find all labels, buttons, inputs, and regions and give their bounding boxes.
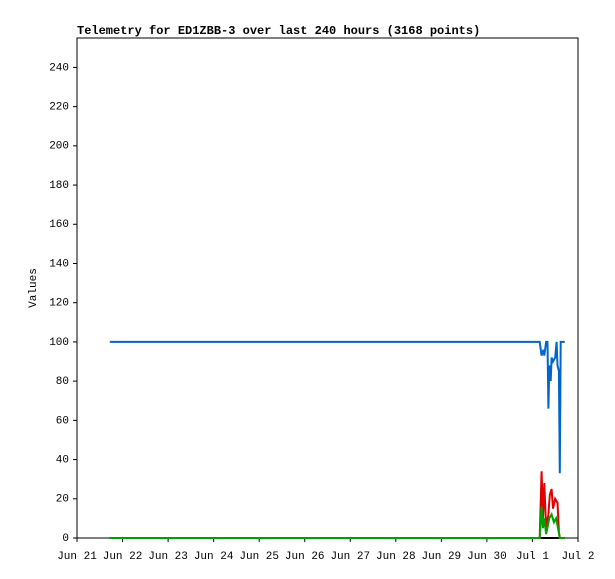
series-line	[109, 340, 565, 474]
y-tick-label: 20	[56, 494, 69, 506]
y-tick-label: 80	[56, 376, 69, 388]
x-tick-label: Jun 24	[194, 551, 234, 563]
x-tick-label: Jun 21	[57, 551, 97, 563]
chart-title: Telemetry for ED1ZBB-3 over last 240 hou…	[77, 24, 480, 38]
y-tick-label: 0	[62, 533, 69, 545]
y-tick-label: 120	[49, 298, 69, 310]
series-line	[109, 506, 565, 539]
y-axis-label: Values	[28, 268, 40, 308]
y-tick-label: 200	[49, 141, 69, 153]
x-tick-label: Jul 2	[561, 551, 594, 563]
y-tick-label: 220	[49, 102, 69, 114]
x-tick-label: Jun 22	[103, 551, 143, 563]
x-tick-label: Jun 28	[376, 551, 416, 563]
y-tick-label: 160	[49, 219, 69, 231]
x-tick-label: Jun 27	[330, 551, 370, 563]
x-tick-label: Jun 29	[422, 551, 462, 563]
x-tick-label: Jun 23	[148, 551, 188, 563]
x-tick-label: Jun 30	[467, 551, 507, 563]
plot-frame	[76, 37, 579, 539]
y-tick-label: 40	[56, 454, 69, 466]
series-line	[109, 471, 565, 539]
y-tick-label: 240	[49, 62, 69, 74]
y-tick-label: 60	[56, 415, 69, 427]
y-tick-label: 100	[49, 337, 69, 349]
y-tick-label: 140	[49, 258, 69, 270]
x-tick-label: Jun 26	[285, 551, 325, 563]
y-tick-label: 180	[49, 180, 69, 192]
x-tick-label: Jul 1	[516, 551, 549, 563]
x-tick-label: Jun 25	[239, 551, 279, 563]
